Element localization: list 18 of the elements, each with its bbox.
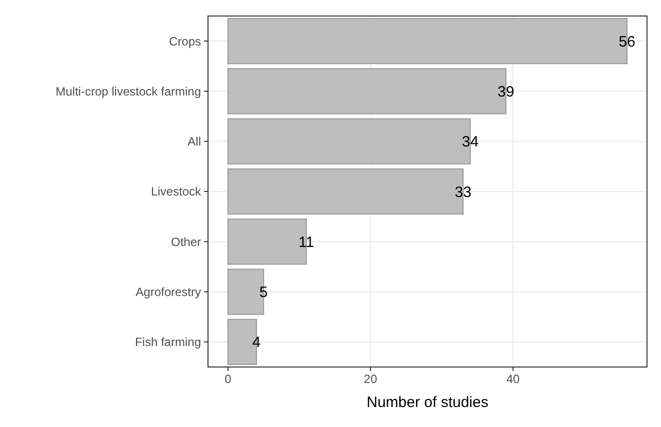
x-tick-label: 40: [506, 372, 520, 386]
data-label: 33: [454, 184, 472, 201]
y-tick-label: Fish farming: [134, 335, 201, 350]
data-label: 56: [618, 33, 636, 50]
y-tick-label: Multi-crop livestock farming: [56, 84, 201, 98]
x-axis-title: Number of studies: [366, 394, 488, 411]
data-label: 4: [252, 334, 261, 352]
x-tick-label: 20: [364, 372, 378, 386]
y-tick-label: Crops: [168, 34, 201, 48]
data-label: 34: [462, 134, 479, 151]
y-tick-label: Agroforestry: [136, 284, 201, 299]
x-tick-label: 0: [224, 372, 232, 386]
y-tick-label: All: [188, 134, 201, 149]
y-tick-label: Livestock: [150, 184, 202, 199]
data-label: 5: [259, 284, 268, 302]
y-tick-label: Other: [170, 234, 201, 249]
data-label: 39: [498, 83, 514, 100]
data-label: 11: [298, 234, 314, 251]
